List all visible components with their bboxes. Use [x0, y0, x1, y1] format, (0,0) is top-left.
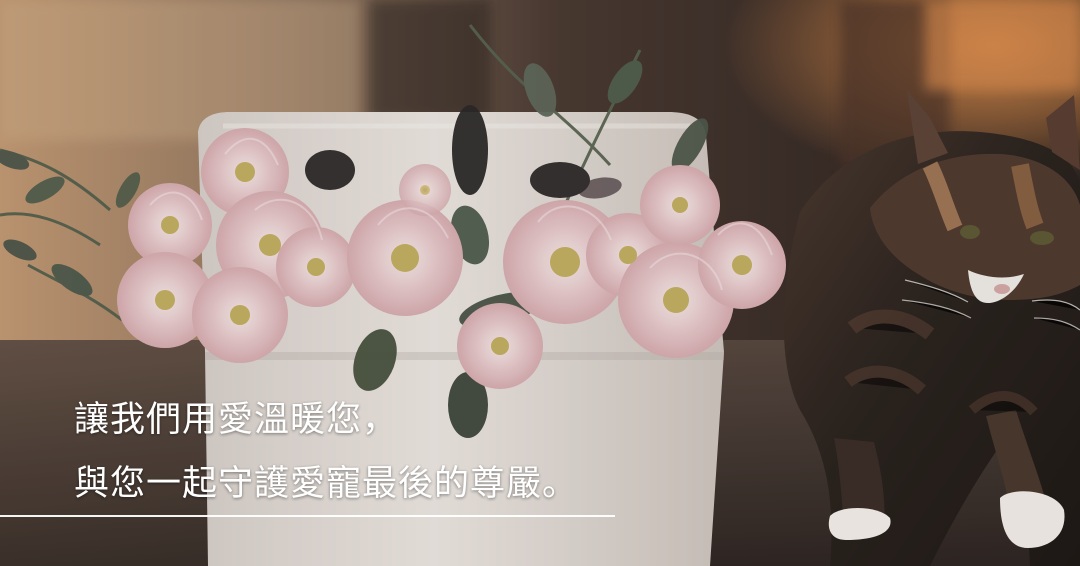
caption-divider: [0, 515, 615, 517]
chrysanthemum-flowers-icon: [117, 128, 786, 389]
banner-caption: 讓我們用愛溫暖您， 與您一起守護愛寵最後的尊嚴。: [74, 388, 578, 516]
caption-line-1: 讓我們用愛溫暖您，: [74, 400, 399, 440]
caption-line-2: 與您一起守護愛寵最後的尊嚴。: [74, 464, 579, 504]
calico-cat-icon: [783, 90, 1080, 566]
